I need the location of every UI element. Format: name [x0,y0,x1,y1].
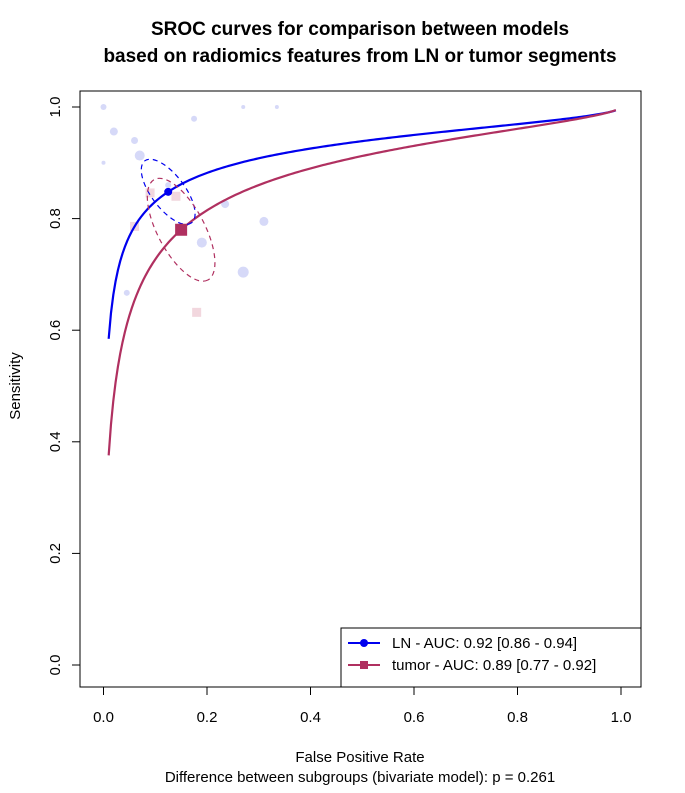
chart-footnote: Difference between subgroups (bivariate … [165,769,555,786]
y-tick-label: 0.4 [47,431,64,452]
sroc-curve-ln [107,109,617,339]
x-axis: 0.0 0.2 0.4 0.6 0.8 1.0 [93,686,632,726]
y-tick-label: 0.2 [47,543,64,564]
study-point-ln [196,237,207,248]
x-tick-label: 1.0 [611,709,632,726]
study-point-ln [191,115,198,122]
study-point-ln [134,150,145,161]
y-tick-label: 0.8 [47,208,64,229]
summary-point-ln [164,187,173,196]
confidence-ellipse-ln [140,158,196,226]
x-tick-label: 0.8 [507,709,528,726]
x-tick-label: 0.2 [197,709,218,726]
study-point-tumor [192,307,202,317]
legend-marker-tumor [360,661,368,669]
confidence-ellipses [140,158,216,282]
legend-box [340,627,642,688]
study-points [100,104,279,317]
sroc-curves [107,109,617,456]
legend-label-ln: LN - AUC: 0.92 [0.86 - 0.94] [392,635,577,652]
study-point-ln [100,104,107,110]
x-axis-label: False Positive Rate [295,749,424,766]
sroc-curve-tumor [107,109,617,456]
study-point-ln [237,266,249,278]
y-tick-label: 0.0 [47,655,64,676]
chart-title-line-2: based on radiomics features from LN or t… [103,46,616,67]
x-tick-label: 0.6 [404,709,425,726]
y-axis: 0.0 0.2 0.4 0.6 0.8 1.0 [47,97,81,676]
study-point-ln [259,216,269,226]
study-point-ln [241,105,246,109]
study-point-ln [131,136,139,144]
legend: LN - AUC: 0.92 [0.86 - 0.94] tumor - AUC… [340,627,642,688]
x-tick-label: 0.0 [93,709,114,726]
study-point-ln [123,289,130,296]
study-point-tumor [171,191,181,201]
y-tick-label: 0.6 [47,320,64,341]
study-point-ln [109,127,118,136]
summary-points [164,187,188,236]
summary-point-tumor [175,223,188,236]
legend-marker-ln [360,639,368,647]
study-point-tumor [145,188,155,198]
y-tick-label: 1.0 [47,97,64,118]
study-point-ln [165,182,172,189]
y-axis-label: Sensitivity [7,352,24,420]
plot-frame [79,90,642,688]
confidence-ellipse-tumor [146,177,216,282]
chart-title-line-1: SROC curves for comparison between model… [151,19,569,40]
legend-label-tumor: tumor - AUC: 0.89 [0.77 - 0.92] [392,657,596,674]
x-tick-label: 0.4 [300,709,321,726]
study-point-ln [101,160,106,165]
study-point-ln [274,105,279,109]
